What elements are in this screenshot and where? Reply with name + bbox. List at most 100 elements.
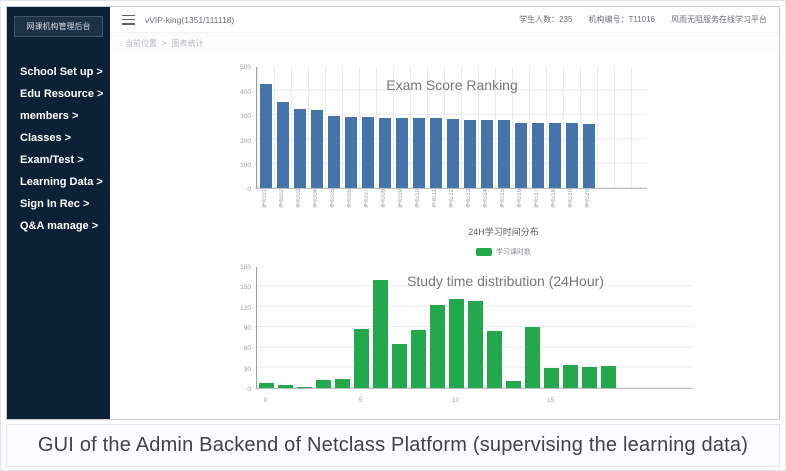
bar bbox=[327, 115, 340, 189]
x-axis-tick-label: 学员11 bbox=[431, 189, 438, 208]
bar bbox=[429, 118, 442, 189]
sidebar-item-0[interactable]: School Set up > bbox=[20, 66, 103, 78]
sidebar-item-2[interactable]: members > bbox=[20, 110, 79, 122]
sidebar-item-7[interactable]: Q&A manage > bbox=[20, 220, 99, 232]
bar bbox=[563, 364, 578, 388]
bar bbox=[354, 329, 369, 388]
y-axis-tick: 30 bbox=[243, 365, 251, 373]
bar bbox=[582, 123, 595, 189]
y-axis-tick: 180 bbox=[240, 264, 251, 271]
topbar: vVIP-king(1351/111118) 学生人数：235 机构编号：T11… bbox=[110, 7, 779, 34]
bar bbox=[565, 123, 578, 189]
x-axis-tick-label: 0 bbox=[263, 397, 268, 404]
bar bbox=[335, 378, 350, 388]
sidebar-item-1[interactable]: Edu Resource > bbox=[20, 88, 104, 100]
y-axis-tick: 100 bbox=[240, 161, 251, 169]
bar bbox=[293, 108, 306, 189]
x-axis-tick-label: 学员13 bbox=[465, 189, 472, 208]
breadcrumb-location-label: 当前位置 bbox=[125, 38, 157, 48]
exam-score-ranking-chart: 0 100 200 300 400 500 Exam Score Ranking 学员01 学员… bbox=[228, 64, 779, 213]
bar bbox=[373, 279, 388, 388]
x-axis-tick-label: 学员08 bbox=[380, 189, 387, 208]
x-axis-tick-label: 学员15 bbox=[499, 189, 506, 208]
legend-swatch-icon bbox=[476, 248, 492, 256]
chart-title: Exam Score Ranking bbox=[386, 77, 518, 94]
bar bbox=[412, 117, 425, 189]
figure-caption: GUI of the Admin Backend of Netclass Pla… bbox=[37, 434, 749, 456]
x-axis-labels: 学员01 学员02 学员03 学员04 学员05 学员06 学员07 学员08 学员09 学员10… bbox=[256, 189, 647, 213]
bar bbox=[297, 387, 312, 388]
bar bbox=[446, 119, 459, 189]
sidebar-item-5[interactable]: Learning Data > bbox=[20, 176, 103, 188]
y-axis-tick: 300 bbox=[240, 113, 251, 121]
bar bbox=[411, 330, 426, 388]
sidebar-item-6[interactable]: Sign In Rec > bbox=[20, 198, 90, 210]
bar bbox=[525, 327, 540, 388]
org-id: 机构编号：T11016 bbox=[588, 15, 655, 25]
bar bbox=[276, 102, 289, 189]
bar bbox=[361, 117, 374, 189]
x-axis-tick-label: 学员17 bbox=[533, 189, 540, 208]
x-axis-tick-label: 学员04 bbox=[312, 189, 319, 208]
bar bbox=[548, 123, 561, 189]
x-axis-tick-label: 学员20 bbox=[584, 189, 591, 208]
charts-content: 0 100 200 300 400 500 Exam Score Ranking 学员01 学员… bbox=[110, 53, 779, 419]
x-axis-tick-label: 15 bbox=[546, 397, 555, 404]
chart-title: Study time distribution (24Hour) bbox=[407, 273, 604, 289]
bar bbox=[497, 120, 510, 189]
topbar-stats: 学生人数：235 机构编号：T11016 风雨无阻服务在线学习平台 bbox=[519, 14, 767, 25]
sidebar-platform-title: 网课机构管理后台 bbox=[14, 16, 103, 37]
bar bbox=[378, 117, 391, 189]
bar bbox=[259, 382, 274, 388]
bar bbox=[601, 366, 616, 388]
main-area: vVIP-king(1351/111118) 学生人数：235 机构编号：T11… bbox=[110, 7, 779, 419]
collapse-menu-icon[interactable] bbox=[122, 14, 135, 25]
x-axis-tick-label: 学员07 bbox=[363, 189, 370, 208]
sidebar-item-3[interactable]: Classes > bbox=[20, 132, 72, 144]
x-axis-tick-label: 学员06 bbox=[346, 189, 353, 208]
bar bbox=[506, 381, 521, 388]
x-axis-tick-label: 学员10 bbox=[414, 189, 421, 208]
bar bbox=[544, 368, 559, 388]
bar bbox=[344, 116, 357, 189]
y-axis-tick: 120 bbox=[240, 304, 251, 312]
bar bbox=[310, 110, 323, 189]
x-axis-tick-label: 学员01 bbox=[261, 189, 268, 208]
study-time-distribution-chart: 24H学习时间分布 学习课时数 0 30 60 90 120 150 180 Study time… bbox=[228, 225, 779, 407]
bar bbox=[468, 300, 483, 388]
bar bbox=[531, 122, 544, 189]
legend-item[interactable]: 学习课时数 bbox=[476, 247, 531, 257]
x-axis-labels: 0 5 10 15 bbox=[256, 389, 693, 407]
plot-area: Study time distribution (24Hour) bbox=[256, 267, 693, 389]
legend-label: 学习课时数 bbox=[496, 249, 531, 256]
x-axis-tick-label: 学员09 bbox=[397, 189, 404, 208]
x-axis-tick-label: 学员05 bbox=[329, 189, 336, 208]
bar bbox=[449, 299, 464, 388]
bar bbox=[430, 304, 445, 388]
bar bbox=[259, 84, 272, 189]
y-axis-tick: 500 bbox=[240, 64, 251, 72]
bar bbox=[395, 117, 408, 189]
bar bbox=[392, 343, 407, 388]
platform-slogan: 风雨无阻服务在线学习平台 bbox=[671, 15, 767, 25]
y-axis-tick: 400 bbox=[240, 88, 251, 96]
y-axis-tick: 150 bbox=[240, 284, 251, 292]
figure-caption-bar: GUI of the Admin Backend of Netclass Pla… bbox=[6, 424, 780, 467]
logged-in-user: vVIP-king(1351/111118) bbox=[145, 14, 235, 25]
y-axis-tick: 60 bbox=[243, 345, 251, 353]
bar bbox=[480, 120, 493, 189]
chart-cn-title: 24H学习时间分布 bbox=[468, 227, 539, 237]
admin-backend-screenshot: 网课机构管理后台 School Set up > Edu Resource > me… bbox=[6, 6, 780, 420]
sidebar-item-4[interactable]: Exam/Test > bbox=[20, 154, 84, 166]
x-axis-tick-label: 5 bbox=[358, 397, 363, 404]
y-axis-tick: 200 bbox=[240, 137, 251, 145]
y-axis-tick: 0 bbox=[247, 386, 251, 393]
breadcrumb-current-page: 图表统计 bbox=[171, 38, 204, 48]
bar bbox=[514, 122, 527, 189]
bar bbox=[278, 385, 293, 388]
plot-area: Exam Score Ranking bbox=[256, 67, 647, 190]
x-axis-tick-label: 10 bbox=[451, 397, 460, 404]
x-axis-tick-label: 学员12 bbox=[448, 189, 455, 208]
student-count: 学生人数：235 bbox=[519, 15, 573, 25]
